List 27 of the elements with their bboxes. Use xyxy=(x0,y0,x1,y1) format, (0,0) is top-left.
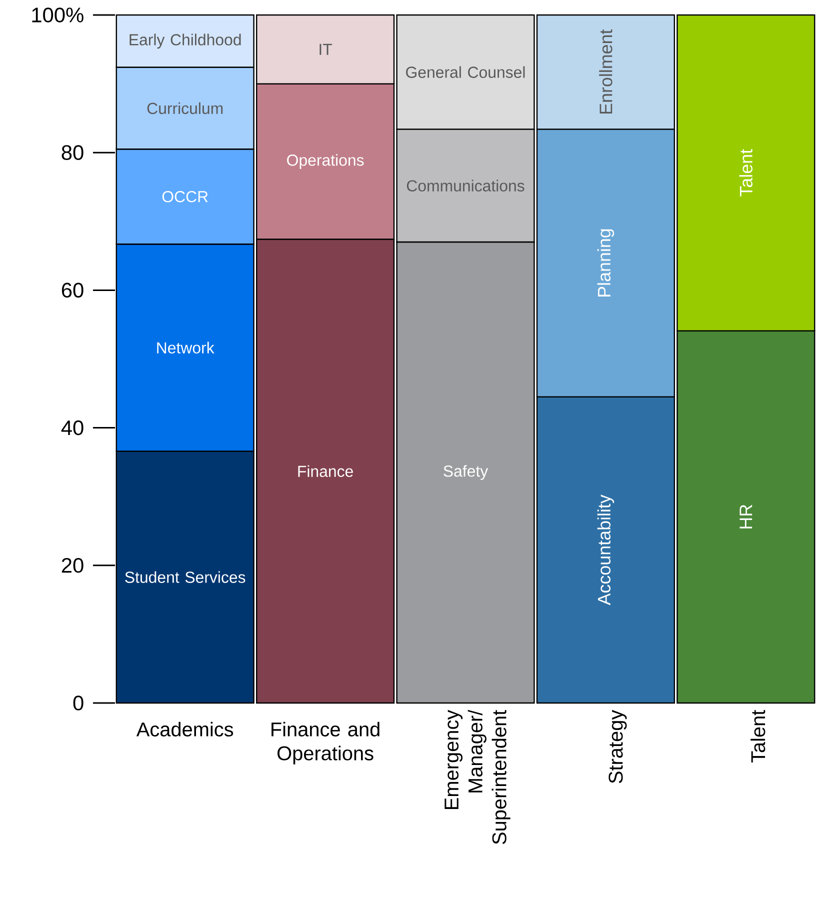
series-label: Network xyxy=(157,342,214,354)
series-label: Communications xyxy=(406,180,524,192)
y-tick-label: 0 xyxy=(73,696,84,710)
y-tick-label: 20 xyxy=(62,558,84,573)
series-label: Operations xyxy=(287,154,364,169)
series-label: Enrollment xyxy=(599,29,612,114)
x-tick-label: Academics xyxy=(136,722,234,736)
series-label: Accountability xyxy=(597,494,614,606)
series-label: Safety xyxy=(444,465,488,480)
series-label: OCCR xyxy=(162,190,208,202)
series-label: Talent xyxy=(739,149,752,196)
x-tick-label: Emergency Manager/ Superintendent xyxy=(444,710,510,844)
x-tick-label: Finance and Operations xyxy=(272,722,380,764)
series-label: Curriculum xyxy=(147,102,223,114)
series-label: Early Childhood xyxy=(130,34,241,49)
series-label: Planning xyxy=(597,229,614,296)
x-tick-label: Talent xyxy=(750,710,766,763)
y-tick-label: 100% xyxy=(32,8,84,22)
y-tick-label: 40 xyxy=(61,420,84,436)
series-label: General Counsel xyxy=(406,66,525,78)
series-label: HR xyxy=(740,504,752,528)
series-label: IT xyxy=(320,44,332,55)
y-tick-label: 60 xyxy=(62,282,84,298)
x-tick-label: Strategy xyxy=(608,710,627,784)
series-label: Student Services xyxy=(125,571,246,583)
series-label: Finance xyxy=(298,465,353,477)
y-tick-label: 80 xyxy=(62,145,84,160)
